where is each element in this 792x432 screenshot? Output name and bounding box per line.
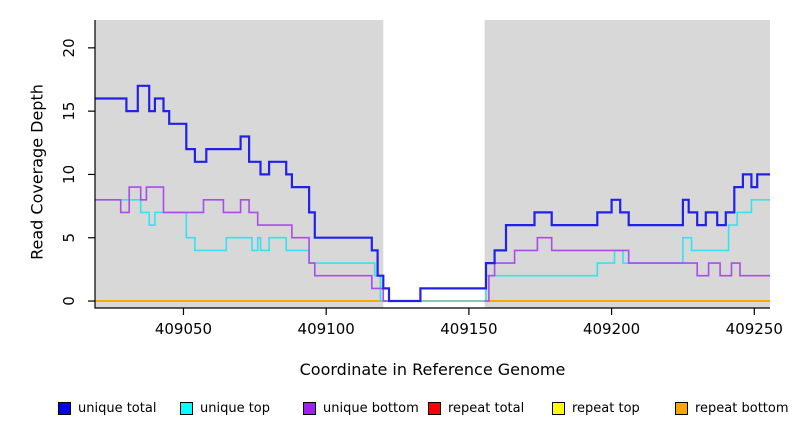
series-unique-total: [95, 84, 770, 303]
axes: [94, 20, 770, 309]
repeat-total-swatch-icon: [428, 401, 441, 415]
legend-item-repeat-top: repeat top: [552, 399, 640, 417]
x-tick-label: 409200: [583, 320, 640, 338]
y-axis-title: Read Coverage Depth: [27, 84, 47, 260]
y-tick-label: 10: [60, 165, 78, 184]
legend-label: unique bottom: [323, 400, 419, 416]
y-tick-label: 5: [60, 233, 78, 243]
x-tick-label: 409050: [155, 320, 212, 338]
series-unique-bottom: [95, 186, 770, 302]
repeat-bottom-swatch-icon: [675, 401, 688, 415]
repeat-top-swatch-icon: [552, 401, 565, 415]
x-tick-label: 409250: [726, 320, 783, 338]
x-tick-label: 409150: [440, 320, 497, 338]
legend-item-unique-bottom: unique bottom: [303, 399, 419, 417]
x-tick-label: 409100: [298, 320, 355, 338]
unique-bottom-swatch-icon: [303, 401, 316, 415]
legend-label: unique total: [78, 400, 157, 416]
plot-area: 409050 409100 409150 409200 409250 0 5 10 15 20: [60, 20, 783, 338]
legend-label: repeat top: [572, 400, 640, 416]
y-tick-label: 15: [60, 102, 78, 121]
legend-label: unique top: [200, 400, 271, 416]
y-tick-label: 20: [60, 38, 78, 57]
y-tick-label: 0: [60, 296, 78, 306]
legend-item-unique-total: unique total: [58, 399, 156, 417]
x-axis-title: Coordinate in Reference Genome: [299, 360, 566, 379]
legend-label: repeat total: [448, 400, 525, 416]
masked-region: [383, 20, 485, 308]
legend: unique total unique top unique bottom re…: [0, 399, 792, 417]
legend-item-unique-top: unique top: [180, 399, 270, 417]
legend-item-repeat-total: repeat total: [428, 399, 524, 417]
unique-total-swatch-icon: [58, 401, 71, 415]
unique-top-swatch-icon: [180, 401, 193, 415]
legend-label: repeat bottom: [695, 400, 789, 416]
legend-item-repeat-bottom: repeat bottom: [675, 399, 789, 417]
